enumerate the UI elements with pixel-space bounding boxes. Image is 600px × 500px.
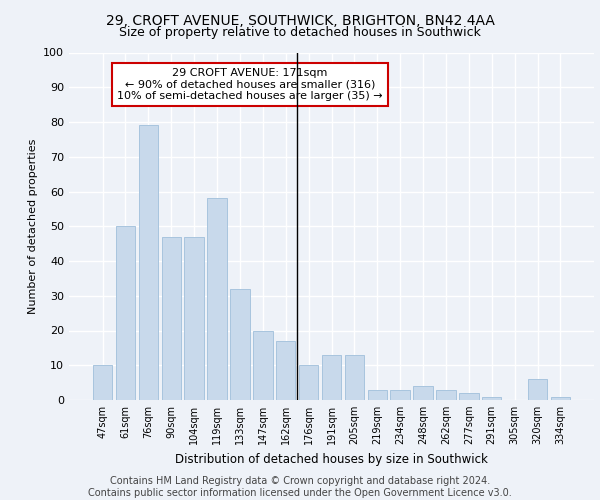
Bar (413, 386, 433, 400)
Bar (344, 355, 364, 400)
Bar (276, 341, 295, 400)
Bar (436, 390, 455, 400)
Bar (391, 390, 410, 400)
X-axis label: Distribution of detached houses by size in Southwick: Distribution of detached houses by size … (175, 452, 488, 466)
Bar (161, 236, 181, 400)
Bar (482, 396, 502, 400)
Text: Contains HM Land Registry data © Crown copyright and database right 2024.
Contai: Contains HM Land Registry data © Crown c… (88, 476, 512, 498)
Bar (528, 379, 547, 400)
Bar (551, 396, 570, 400)
Bar (368, 390, 387, 400)
Bar (93, 365, 112, 400)
Text: Size of property relative to detached houses in Southwick: Size of property relative to detached ho… (119, 26, 481, 39)
Bar (459, 393, 479, 400)
Bar (184, 236, 204, 400)
Bar (230, 289, 250, 400)
Bar (299, 365, 319, 400)
Y-axis label: Number of detached properties: Number of detached properties (28, 138, 38, 314)
Bar (139, 126, 158, 400)
Bar (322, 355, 341, 400)
Text: 29 CROFT AVENUE: 171sqm
← 90% of detached houses are smaller (316)
10% of semi-d: 29 CROFT AVENUE: 171sqm ← 90% of detache… (118, 68, 383, 102)
Bar (208, 198, 227, 400)
Bar (253, 330, 272, 400)
Bar (116, 226, 135, 400)
Text: 29, CROFT AVENUE, SOUTHWICK, BRIGHTON, BN42 4AA: 29, CROFT AVENUE, SOUTHWICK, BRIGHTON, B… (106, 14, 494, 28)
